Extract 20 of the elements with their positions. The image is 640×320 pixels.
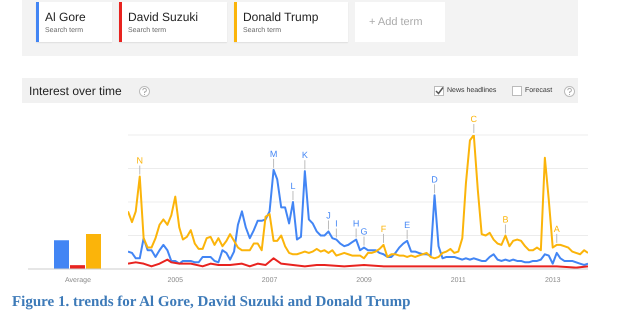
annotation: C bbox=[470, 114, 478, 124]
legend-label: Donald Trump bbox=[243, 10, 318, 24]
annotation: F bbox=[380, 224, 387, 234]
legend-label: Al Gore bbox=[45, 10, 86, 24]
caption: Figure 1. trends for Al Gore, David Suzuki and Donald Trump bbox=[12, 294, 410, 311]
text: + Add term bbox=[369, 16, 423, 28]
chart-title: Interest over time bbox=[29, 84, 122, 98]
annotation: G bbox=[360, 226, 368, 237]
annotation: B bbox=[502, 214, 508, 224]
annotation: D bbox=[431, 174, 438, 184]
annotation: E bbox=[404, 220, 410, 230]
legend-label: David Suzuki bbox=[128, 10, 198, 24]
annotation: I bbox=[335, 218, 338, 229]
annotation: A bbox=[554, 224, 560, 234]
annotation: H bbox=[352, 218, 360, 229]
annotation: N bbox=[136, 156, 144, 166]
annotation: K bbox=[302, 150, 308, 160]
annotation: M bbox=[270, 148, 278, 159]
annotation: J bbox=[326, 210, 331, 220]
annotation: L bbox=[290, 181, 296, 191]
